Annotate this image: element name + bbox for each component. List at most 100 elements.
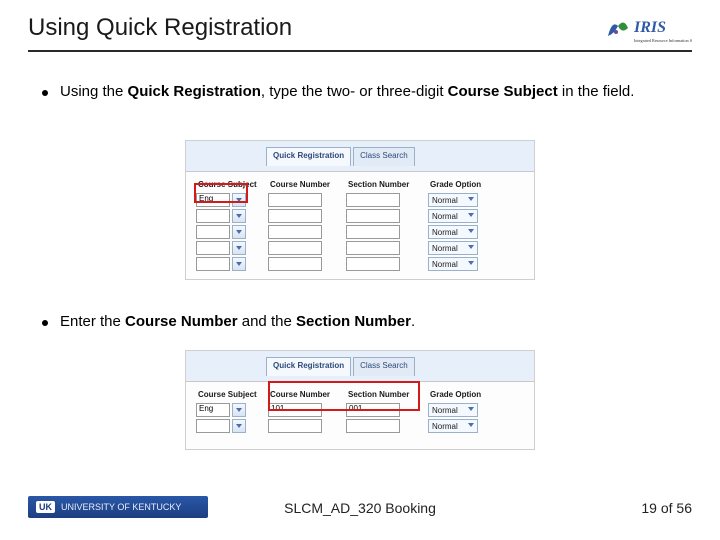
section-number-input[interactable]	[346, 209, 400, 223]
grade-option-value: Normal	[432, 196, 458, 205]
form-row: Normal	[196, 241, 524, 255]
course-number-input[interactable]: 101	[268, 403, 322, 417]
dropdown-icon[interactable]	[232, 241, 246, 255]
section-number-input[interactable]	[346, 257, 400, 271]
form-row: Normal	[196, 419, 524, 433]
page-title: Using Quick Registration	[28, 14, 692, 46]
text-span: Enter the	[60, 313, 125, 330]
section-number-input[interactable]	[346, 419, 400, 433]
grade-option-select[interactable]: Normal	[428, 257, 478, 271]
text-bold: Course Subject	[448, 83, 558, 100]
uk-logo: UK UNIVERSITY OF KENTUCKY	[28, 496, 208, 518]
grade-option-value: Normal	[432, 228, 458, 237]
grade-option-value: Normal	[432, 212, 458, 221]
chevron-down-icon	[467, 243, 475, 253]
course-number-input[interactable]	[268, 193, 322, 207]
form-row: Eng 101 001 Normal	[196, 403, 524, 417]
column-headers: Course Subject Course Number Section Num…	[196, 178, 524, 191]
dropdown-icon[interactable]	[232, 225, 246, 239]
course-subject-input[interactable]: Eng	[196, 403, 230, 417]
course-number-input[interactable]	[268, 209, 322, 223]
page-number: 19 of 56	[641, 500, 692, 516]
tab-class-search[interactable]: Class Search	[353, 357, 415, 376]
form-row: Normal	[196, 257, 524, 271]
grade-option-select[interactable]: Normal	[428, 419, 478, 433]
grade-option-select[interactable]: Normal	[428, 241, 478, 255]
quick-registration-panel-2: Quick Registration Class Search Course S…	[185, 350, 535, 450]
bullet-dot	[42, 90, 48, 96]
form-row: Normal	[196, 225, 524, 239]
course-number-input[interactable]	[268, 241, 322, 255]
form-row: Eng Normal	[196, 193, 524, 207]
grade-option-select[interactable]: Normal	[428, 225, 478, 239]
grade-option-value: Normal	[432, 244, 458, 253]
bullet-text: Enter the Course Number and the Section …	[60, 310, 692, 334]
section-number-input[interactable]	[346, 241, 400, 255]
tabs: Quick Registration Class Search	[186, 351, 534, 382]
footer-title: SLCM_AD_320 Booking	[284, 500, 436, 516]
bullet-dot	[42, 320, 48, 326]
chevron-down-icon	[467, 259, 475, 269]
chevron-down-icon	[467, 421, 475, 431]
course-subject-input[interactable]	[196, 225, 230, 239]
quick-registration-panel-1: Quick Registration Class Search Course S…	[185, 140, 535, 280]
header-grade-option: Grade Option	[428, 178, 500, 191]
text-span: Using the	[60, 83, 128, 100]
dropdown-icon[interactable]	[232, 257, 246, 271]
course-subject-input[interactable]	[196, 209, 230, 223]
grade-option-select[interactable]: Normal	[428, 209, 478, 223]
text-span: and the	[238, 313, 296, 330]
form-row: Normal	[196, 209, 524, 223]
dropdown-icon[interactable]	[232, 209, 246, 223]
header-course-number: Course Number	[268, 388, 346, 401]
chevron-down-icon	[467, 195, 475, 205]
tab-class-search[interactable]: Class Search	[353, 147, 415, 166]
iris-tagline: Integrated Resource Information System	[634, 38, 692, 43]
uk-text: UNIVERSITY OF KENTUCKY	[61, 502, 181, 512]
header-course-number: Course Number	[268, 178, 346, 191]
bullet-item: Enter the Course Number and the Section …	[42, 310, 692, 334]
chevron-down-icon	[467, 211, 475, 221]
dropdown-icon[interactable]	[232, 403, 246, 417]
course-subject-input[interactable]	[196, 257, 230, 271]
bullet-item: Using the Quick Registration, type the t…	[42, 80, 692, 104]
course-subject-input[interactable]	[196, 419, 230, 433]
text-bold: Course Number	[125, 313, 238, 330]
header-section-number: Section Number	[346, 178, 428, 191]
grade-option-select[interactable]: Normal	[428, 403, 478, 417]
grade-option-select[interactable]: Normal	[428, 193, 478, 207]
header-course-subject: Course Subject	[196, 178, 268, 191]
column-headers: Course Subject Course Number Section Num…	[196, 388, 524, 401]
text-span: in the field.	[558, 83, 635, 100]
grade-option-value: Normal	[432, 406, 458, 415]
header-section-number: Section Number	[346, 388, 428, 401]
course-number-input[interactable]	[268, 225, 322, 239]
text-span: , type the two- or three-digit	[261, 83, 448, 100]
text-bold: Section Number	[296, 313, 411, 330]
text-span: .	[411, 313, 415, 330]
chevron-down-icon	[467, 405, 475, 415]
header-course-subject: Course Subject	[196, 388, 268, 401]
title-underline	[28, 50, 692, 52]
bullet-text: Using the Quick Registration, type the t…	[60, 80, 692, 104]
tab-quick-registration[interactable]: Quick Registration	[266, 147, 351, 166]
uk-badge: UK	[36, 501, 55, 513]
iris-text: IRIS	[633, 19, 666, 36]
dropdown-icon[interactable]	[232, 419, 246, 433]
course-subject-input[interactable]: Eng	[196, 193, 230, 207]
tab-quick-registration[interactable]: Quick Registration	[266, 357, 351, 376]
grade-option-value: Normal	[432, 260, 458, 269]
dropdown-icon[interactable]	[232, 193, 246, 207]
tabs: Quick Registration Class Search	[186, 141, 534, 172]
header-grade-option: Grade Option	[428, 388, 500, 401]
grade-option-value: Normal	[432, 422, 458, 431]
section-number-input[interactable]	[346, 225, 400, 239]
section-number-input[interactable]	[346, 193, 400, 207]
course-subject-input[interactable]	[196, 241, 230, 255]
iris-logo: IRIS Integrated Resource Information Sys…	[602, 12, 692, 46]
course-number-input[interactable]	[268, 419, 322, 433]
course-number-input[interactable]	[268, 257, 322, 271]
chevron-down-icon	[467, 227, 475, 237]
section-number-input[interactable]: 001	[346, 403, 400, 417]
text-bold: Quick Registration	[128, 83, 261, 100]
